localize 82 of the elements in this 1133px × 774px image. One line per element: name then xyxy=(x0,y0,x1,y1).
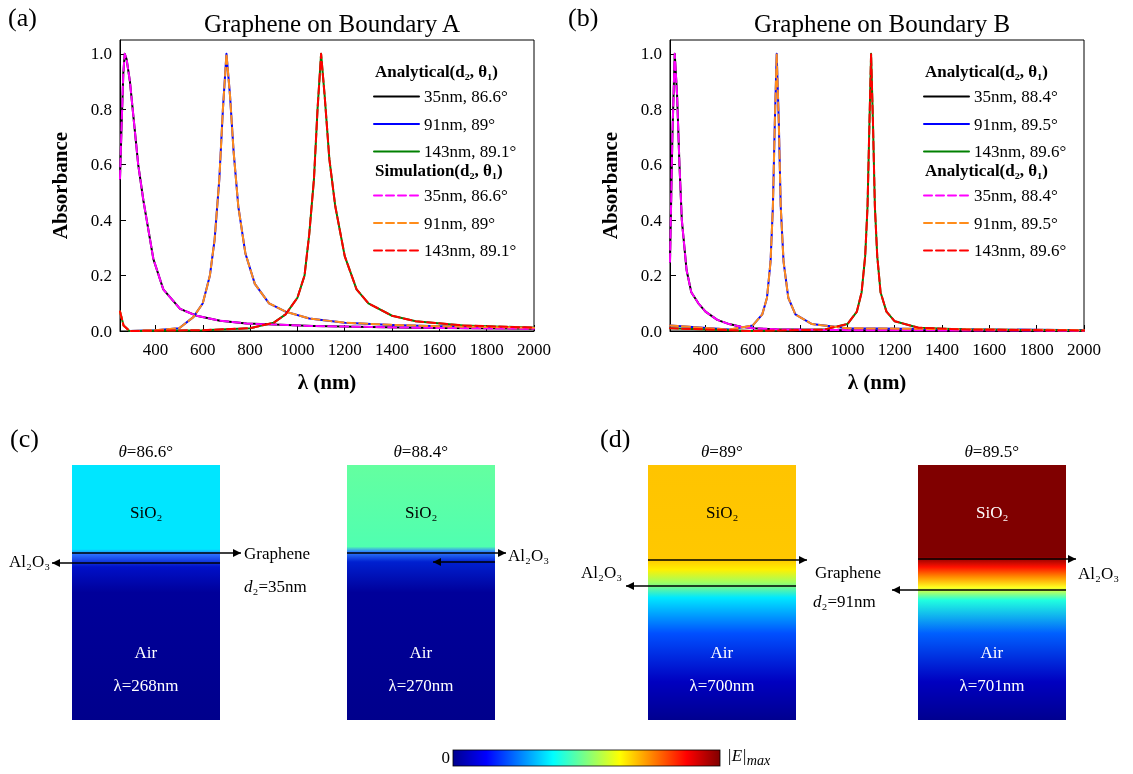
y-tick-label: 0.6 xyxy=(640,155,662,175)
text: Air xyxy=(134,643,158,663)
legend-label: 91nm, 89° xyxy=(424,213,496,233)
y-axis-title: Absorbance xyxy=(47,131,72,240)
legend-label: 91nm, 89.5° xyxy=(974,213,1058,233)
text: SiO₂ xyxy=(706,503,739,523)
y-tick-label: 1.0 xyxy=(90,44,112,64)
chart-title: Graphene on Boundary B xyxy=(753,10,1011,37)
text: (a) xyxy=(8,2,37,32)
x-tick-label: 800 xyxy=(237,340,263,359)
text: θ=89° xyxy=(701,442,743,462)
legend-label: 143nm, 89.1° xyxy=(424,142,517,161)
x-tick-label: 1400 xyxy=(375,340,410,359)
text: λ=268nm xyxy=(113,676,179,696)
x-tick-label: 800 xyxy=(787,340,813,359)
annotation: Analytical(d₂, θ₁) xyxy=(375,62,498,81)
y-tick-label: 0.4 xyxy=(90,210,113,230)
text: (d) xyxy=(600,424,631,453)
text: θ=89.5° xyxy=(964,442,1019,462)
text: λ=700nm xyxy=(689,676,755,696)
annotation: Simulation(d₂, θ₁) xyxy=(375,161,503,180)
text: Air xyxy=(710,643,734,663)
y-tick-label: 0.2 xyxy=(90,266,112,286)
x-axis-title: λ (nm) xyxy=(847,369,907,394)
y-tick-label: 0.0 xyxy=(640,321,662,341)
text: Air xyxy=(409,643,433,663)
legend-label: 143nm, 89.1° xyxy=(424,241,517,260)
y-tick-label: 1.0 xyxy=(640,44,662,64)
x-tick-label: 600 xyxy=(190,340,216,359)
text: SiO₂ xyxy=(405,503,438,523)
x-tick-label: 2000 xyxy=(517,340,551,359)
chart-title: Graphene on Boundary A xyxy=(203,10,461,37)
x-tick-label: 400 xyxy=(692,340,719,359)
legend-label: 35nm, 88.4° xyxy=(974,186,1058,205)
legend-label: 143nm, 89.6° xyxy=(974,142,1067,161)
legend-label: 143nm, 89.6° xyxy=(974,241,1067,260)
x-tick-label: 1000 xyxy=(830,340,865,359)
legend-label: 35nm, 88.4° xyxy=(974,87,1058,106)
y-tick-label: 0.8 xyxy=(640,99,662,119)
text: θ=86.6° xyxy=(118,442,173,462)
y-tick-label: 0.8 xyxy=(90,99,112,119)
x-tick-label: 1200 xyxy=(877,340,912,359)
text: θ=88.4° xyxy=(393,442,448,462)
x-tick-label: 400 xyxy=(142,340,169,359)
text: λ=701nm xyxy=(959,676,1025,696)
text: Al₂O₃ xyxy=(508,546,550,566)
text: d₂=91nm xyxy=(813,592,876,612)
text: (c) xyxy=(10,424,39,453)
x-tick-label: 1600 xyxy=(422,340,457,359)
x-tick-label: 1200 xyxy=(327,340,362,359)
legend-label: 35nm, 86.6° xyxy=(424,87,508,106)
text: 0 xyxy=(441,748,450,768)
annotation: Analytical(d₂, θ₁) xyxy=(925,161,1048,180)
annotation: Analytical(d₂, θ₁) xyxy=(925,62,1048,81)
text: Air xyxy=(980,643,1004,663)
text: Graphene xyxy=(815,563,882,583)
x-tick-label: 1800 xyxy=(469,340,504,359)
x-axis-title: λ (nm) xyxy=(297,369,357,394)
x-tick-label: 1800 xyxy=(1019,340,1054,359)
text: (b) xyxy=(568,2,599,32)
text: |E|$_{max}$ xyxy=(727,746,771,771)
text: Al₂O₃ xyxy=(581,563,623,583)
text: Al₂O₃ xyxy=(1078,564,1120,584)
text: d₂=35nm xyxy=(244,577,307,597)
y-tick-label: 0.6 xyxy=(90,155,112,175)
legend-label: 91nm, 89.5° xyxy=(974,114,1058,134)
legend-label: 91nm, 89° xyxy=(424,114,496,134)
text: SiO₂ xyxy=(130,503,163,523)
y-tick-label: 0.4 xyxy=(640,210,663,230)
legend-label: 35nm, 86.6° xyxy=(424,186,508,205)
y-tick-label: 0.0 xyxy=(90,321,112,341)
x-tick-label: 1400 xyxy=(925,340,960,359)
text: λ=270nm xyxy=(388,676,454,696)
text: SiO₂ xyxy=(976,503,1009,523)
x-tick-label: 2000 xyxy=(1067,340,1101,359)
x-tick-label: 1600 xyxy=(972,340,1007,359)
x-tick-label: 600 xyxy=(740,340,766,359)
text: Graphene xyxy=(244,544,311,564)
y-axis-title: Absorbance xyxy=(597,131,622,240)
x-tick-label: 1000 xyxy=(280,340,315,359)
text: Al₂O₃ xyxy=(9,552,51,572)
y-tick-label: 0.2 xyxy=(640,266,662,286)
